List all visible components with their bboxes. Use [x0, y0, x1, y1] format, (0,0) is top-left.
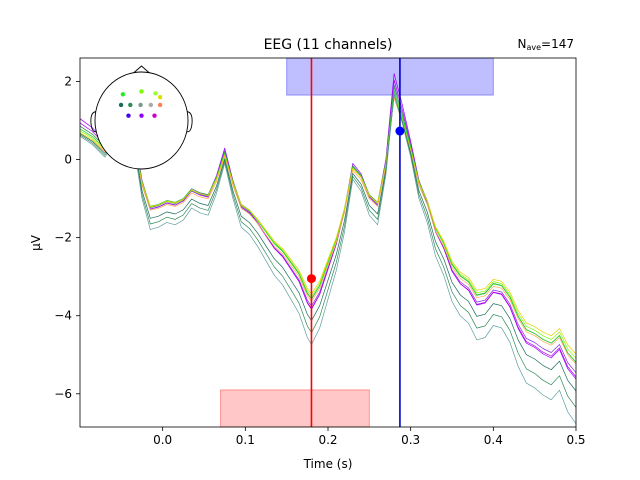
highlight-region-1	[286, 57, 494, 96]
sensor-dot-9	[157, 102, 163, 108]
y-tick-label-3: −2	[54, 231, 72, 245]
x-tick-label-2: 0.1	[236, 433, 255, 447]
highlight-regions	[220, 57, 494, 428]
channel-trace-3	[79, 84, 577, 373]
x-tick-label-3: 0.2	[318, 433, 337, 447]
x-tick-label-1: 0.0	[153, 433, 172, 447]
y-tick-label-2: 0	[64, 153, 72, 167]
x-axis-ticks: 0.0 0.1 0.2 0.3 0.4 0.5	[153, 427, 586, 447]
head-ear-left	[90, 111, 98, 133]
sensor-dot-2	[139, 89, 144, 94]
sensor-dot-7	[138, 102, 143, 108]
x-tick-label-5: 0.4	[484, 433, 503, 447]
channel-traces	[79, 73, 577, 424]
channel-trace-11	[79, 93, 577, 424]
sensor-dot-5	[118, 102, 124, 108]
chart-title: EEG (11 channels)	[264, 37, 393, 53]
sensor-dot-1	[120, 92, 126, 97]
highlight-region-2	[220, 389, 370, 428]
channel-trace-9	[79, 93, 577, 392]
head-ear-right	[185, 111, 193, 133]
y-axis-ticks: 2 0 −2 −4 −6	[54, 74, 80, 401]
time-markers	[310, 58, 401, 427]
head-outline	[94, 71, 189, 170]
channel-trace-10	[79, 93, 577, 408]
x-axis-label: Time (s)	[303, 457, 353, 471]
sensor-dot-12	[152, 113, 157, 118]
nave-label: Nave=147	[517, 37, 574, 52]
sensor-layout-inset	[90, 65, 193, 170]
peak-marker-1	[306, 274, 316, 284]
head-nose	[133, 65, 150, 74]
y-tick-label-4: −4	[54, 309, 72, 323]
x-tick-label-4: 0.3	[401, 433, 420, 447]
x-tick-label-6: 0.5	[566, 433, 585, 447]
peak-markers	[306, 126, 405, 284]
y-tick-label-5: −6	[54, 387, 72, 401]
sensor-dot-3	[153, 91, 158, 96]
sensor-dot-6	[128, 102, 133, 108]
peak-marker-2	[395, 126, 405, 136]
sensor-dot-4	[157, 95, 163, 100]
sensor-dot-11	[139, 113, 144, 118]
channel-trace-8	[79, 97, 577, 365]
sensor-dot-10	[126, 113, 131, 118]
channel-trace-7	[79, 96, 577, 355]
y-axis-label: µV	[29, 234, 43, 251]
sensor-dot-8	[148, 102, 153, 108]
y-tick-label-1: 2	[64, 74, 72, 88]
